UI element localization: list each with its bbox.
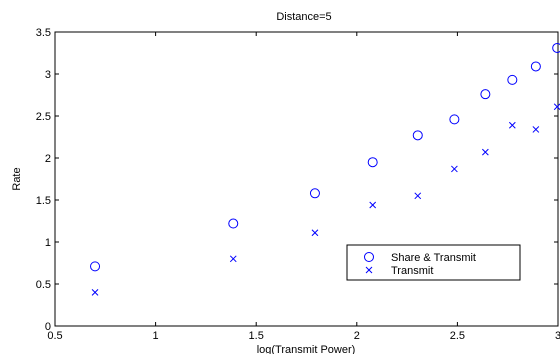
legend-label-share-transmit: Share & Transmit <box>391 252 476 264</box>
share-transmit-point <box>90 261 101 272</box>
legend-label-transmit: Transmit <box>391 265 433 277</box>
legend-x-marker <box>365 266 373 274</box>
share-transmit-point <box>412 130 423 141</box>
transmit-point <box>311 229 319 237</box>
transmit-point <box>553 103 560 111</box>
transmit-point <box>451 165 458 173</box>
x-tick-label: 1.5 <box>249 330 264 342</box>
transmit-point <box>369 201 377 209</box>
share-transmit-point <box>552 42 560 53</box>
x-axis-ticks: 0.5 1 1.5 2 2.5 3 <box>47 32 560 342</box>
transmit-point <box>532 126 540 133</box>
share-transmit-point <box>449 114 460 125</box>
y-axis-ticks: 0 0.5 1 1.5 2 2.5 3 3.5 <box>36 27 558 333</box>
transmit-point <box>482 148 489 156</box>
y-tick-label: 2.5 <box>36 111 51 123</box>
y-tick-label: 0 <box>45 321 51 333</box>
y-tick-label: 3 <box>45 69 51 81</box>
legend-circle-marker <box>364 252 374 262</box>
share-transmit-point <box>507 74 518 85</box>
x-tick-label: 3 <box>555 330 560 342</box>
y-tick-label: 3.5 <box>36 27 51 39</box>
x-tick-label: 0.5 <box>47 330 62 342</box>
transmit-point <box>508 121 516 129</box>
x-axis-label: log(Transmit Power) <box>257 344 356 354</box>
y-tick-label: 2 <box>45 153 51 165</box>
y-tick-label: 0.5 <box>36 279 51 291</box>
plot-area <box>54 31 559 327</box>
y-tick-label: 1 <box>45 237 51 249</box>
y-tick-label: 1.5 <box>36 195 51 207</box>
x-tick-label: 2.5 <box>450 330 465 342</box>
share-transmit-point <box>367 157 378 168</box>
x-tick-label: 2 <box>354 330 360 342</box>
share-transmit-point <box>530 61 541 72</box>
chart-title: Distance=5 <box>276 11 331 23</box>
data-markers <box>90 42 560 296</box>
share-transmit-point <box>309 188 320 199</box>
legend-box <box>346 244 521 281</box>
share-transmit-point <box>480 89 491 100</box>
transmit-point <box>414 192 422 200</box>
share-transmit-point <box>228 218 239 229</box>
y-axis-label: Rate <box>11 167 23 190</box>
transmit-point <box>91 289 99 296</box>
x-tick-label: 1 <box>153 330 159 342</box>
transmit-point <box>229 255 237 263</box>
